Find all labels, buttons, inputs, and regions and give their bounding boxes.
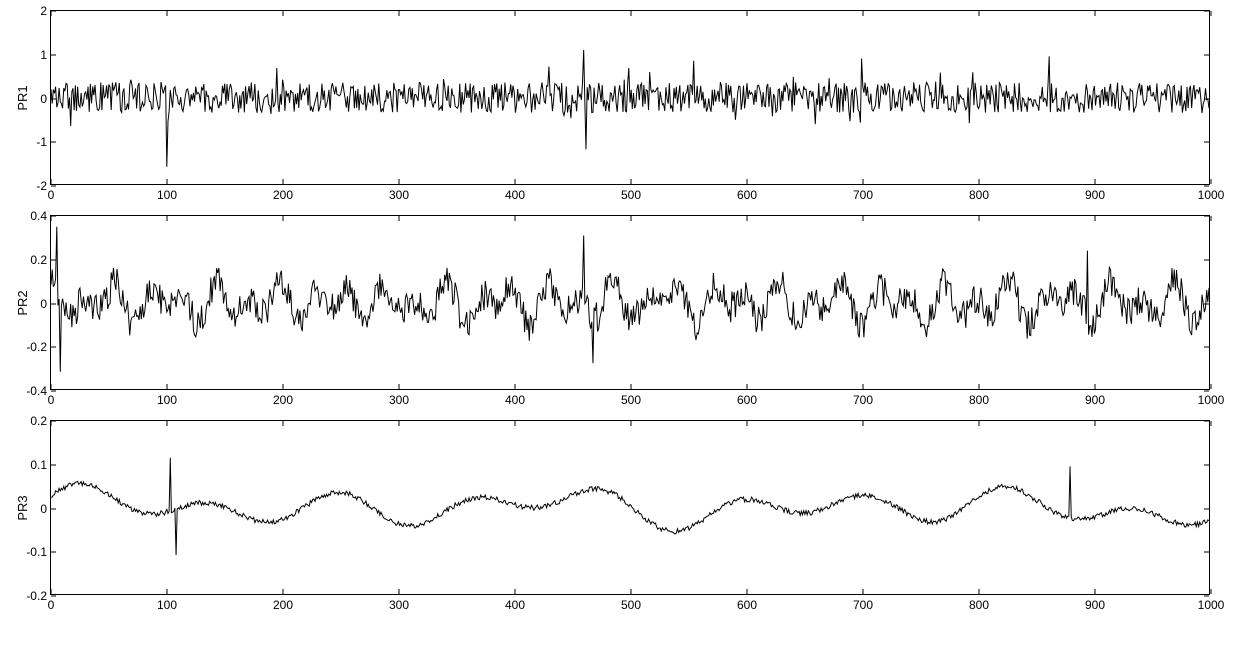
xtick-label: 400 <box>505 188 525 202</box>
xtick-label: 400 <box>505 598 525 612</box>
ytick-label: 0.1 <box>30 458 47 472</box>
signal-line <box>51 421 1209 594</box>
ytick-label: 0 <box>40 502 47 516</box>
ytick-label: 2 <box>40 4 47 18</box>
xtick-label: 0 <box>48 188 55 202</box>
xtick-label: 200 <box>273 188 293 202</box>
ylabel-pr3: PR3 <box>15 495 30 520</box>
xtick-label: 600 <box>737 598 757 612</box>
xtick-label: 900 <box>1085 393 1105 407</box>
xtick-label: 700 <box>853 598 873 612</box>
signal-line <box>51 11 1209 184</box>
xtick-label: 600 <box>737 188 757 202</box>
ytick-label: -0.2 <box>26 340 47 354</box>
ytick-label: 0.2 <box>30 253 47 267</box>
ytick-label: -0.2 <box>26 589 47 603</box>
xtick-label: 100 <box>157 188 177 202</box>
ytick-label: 0.4 <box>30 209 47 223</box>
subplot-pr3: PR3 -0.2-0.100.10.2010020030040050060070… <box>50 420 1220 595</box>
xtick-label: 1000 <box>1198 598 1225 612</box>
plot-area-pr3: -0.2-0.100.10.20100200300400500600700800… <box>50 420 1210 595</box>
xtick-label: 600 <box>737 393 757 407</box>
figure-container: PR1 -2-101201002003004005006007008009001… <box>0 0 1240 658</box>
xtick-label: 400 <box>505 393 525 407</box>
signal-line <box>51 216 1209 389</box>
ytick-label: 1 <box>40 48 47 62</box>
xtick-label: 300 <box>389 598 409 612</box>
xtick-label: 100 <box>157 598 177 612</box>
xtick-label: 700 <box>853 188 873 202</box>
xtick-label: 500 <box>621 188 641 202</box>
ytick-label: -1 <box>36 135 47 149</box>
xtick-label: 100 <box>157 393 177 407</box>
ytick-label: 0 <box>40 92 47 106</box>
xtick-label: 800 <box>969 188 989 202</box>
xtick-label: 200 <box>273 598 293 612</box>
ytick-label: -2 <box>36 179 47 193</box>
plot-area-pr2: -0.4-0.200.20.40100200300400500600700800… <box>50 215 1210 390</box>
ylabel-pr1: PR1 <box>15 85 30 110</box>
xtick-label: 300 <box>389 188 409 202</box>
ytick-label: -0.4 <box>26 384 47 398</box>
xtick-label: 500 <box>621 598 641 612</box>
xtick-label: 0 <box>48 598 55 612</box>
plot-area-pr1: -2-101201002003004005006007008009001000 <box>50 10 1210 185</box>
xtick-label: 1000 <box>1198 393 1225 407</box>
ytick-label: 0.2 <box>30 414 47 428</box>
xtick-label: 200 <box>273 393 293 407</box>
xtick-label: 800 <box>969 393 989 407</box>
xtick-label: 800 <box>969 598 989 612</box>
ytick-label: 0 <box>40 297 47 311</box>
xtick-label: 900 <box>1085 188 1105 202</box>
xtick-label: 300 <box>389 393 409 407</box>
ytick-label: -0.1 <box>26 545 47 559</box>
ylabel-pr2: PR2 <box>15 290 30 315</box>
xtick-label: 700 <box>853 393 873 407</box>
xtick-label: 0 <box>48 393 55 407</box>
xtick-label: 500 <box>621 393 641 407</box>
subplot-pr2: PR2 -0.4-0.200.20.4010020030040050060070… <box>50 215 1220 390</box>
xtick-label: 1000 <box>1198 188 1225 202</box>
xtick-label: 900 <box>1085 598 1105 612</box>
subplot-pr1: PR1 -2-101201002003004005006007008009001… <box>50 10 1220 185</box>
